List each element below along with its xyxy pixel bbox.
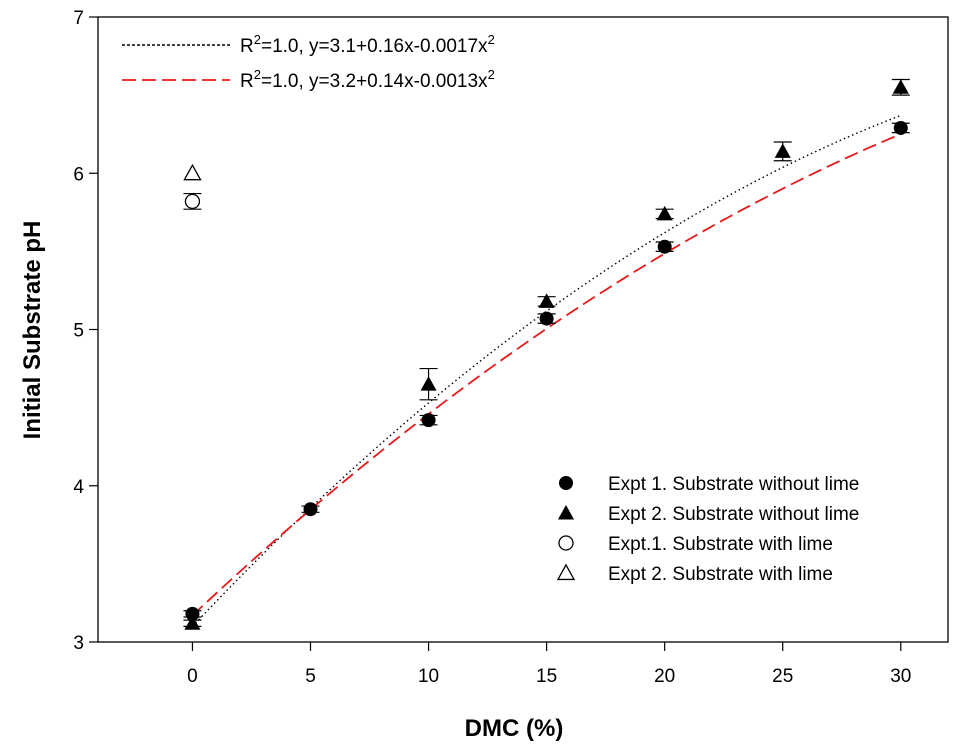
fit-curve-dashed	[191, 133, 902, 617]
legend-label: Expt.1. Substrate with lime	[608, 534, 833, 555]
marker-filled-triangle	[774, 143, 791, 158]
marker-filled-triangle	[892, 79, 909, 94]
x-tick-label: 5	[305, 666, 316, 687]
marker-filled-triangle	[184, 615, 201, 630]
marker-filled-circle	[185, 606, 200, 621]
x-tick-label: 20	[654, 666, 675, 687]
y-tick-label: 4	[73, 477, 84, 498]
legend-label: Expt 2. Substrate without lime	[608, 504, 859, 525]
axis-ticks: 0 5 10 15 20 25 30 3 4 5 6 7	[73, 8, 911, 687]
y-tick-label: 6	[73, 164, 84, 185]
marker-filled-triangle	[656, 205, 673, 221]
marker-filled-circle	[893, 120, 908, 135]
y-tick-label: 5	[73, 321, 84, 342]
marker-filled-triangle	[557, 504, 575, 520]
marker-filled-circle	[559, 476, 573, 490]
y-tick-label: 3	[73, 633, 84, 654]
legend-label: Expt 1. Substrate without lime	[608, 474, 859, 495]
marker-open-circle	[184, 193, 201, 210]
legend-label: Expt 2. Substrate with lime	[608, 564, 833, 585]
x-tick-label: 0	[187, 666, 198, 687]
fit-legend-label: R2=1.0, y=3.2+0.14x-0.0013x2	[240, 67, 495, 92]
x-tick-label: 10	[418, 666, 439, 687]
marker-filled-circle	[303, 502, 318, 517]
marker-filled-triangle	[538, 293, 555, 308]
y-axis-title: Initial Substrate pH	[19, 221, 46, 440]
data-markers	[183, 79, 909, 630]
series-legend: Expt 1. Substrate without lime Expt 2. Su…	[556, 474, 859, 585]
x-tick-label: 15	[536, 666, 557, 687]
marker-filled-triangle	[420, 376, 437, 391]
marker-open-triangle	[556, 563, 576, 581]
marker-filled-circle	[421, 413, 436, 428]
y-tick-label: 7	[73, 8, 84, 29]
fit-legend-label: R2=1.0, y=3.1+0.16x-0.0017x2	[240, 32, 495, 57]
marker-filled-circle	[539, 311, 554, 326]
marker-open-triangle	[183, 163, 202, 181]
marker-open-circle	[558, 535, 574, 551]
marker-filled-circle	[657, 239, 672, 254]
x-tick-label: 30	[890, 666, 911, 687]
x-axis-title: DMC (%)	[465, 715, 564, 742]
x-tick-label: 25	[772, 666, 793, 687]
fit-legend: R2=1.0, y=3.1+0.16x-0.0017x2 R2=1.0, y=3.…	[122, 32, 495, 92]
